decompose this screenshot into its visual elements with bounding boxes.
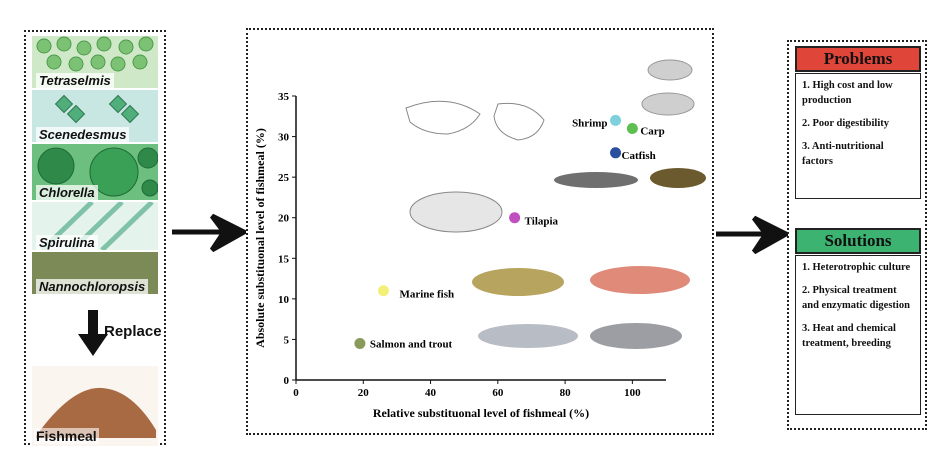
y-tick-label: 25 [278, 172, 290, 184]
replace-label: Replace [104, 323, 162, 340]
y-tick-label: 10 [278, 294, 290, 306]
chlorella-cells [37, 147, 158, 197]
problem-item: 1. High cost and low production [802, 80, 893, 106]
tetraselmis-cells [36, 36, 154, 72]
nannochloropsis-image: Nannochloropsis [32, 252, 158, 294]
x-axis-label: Relative substituonal level of fishmeal … [373, 406, 589, 420]
tetraselmis-image: Tetraselmis [32, 36, 158, 88]
tilapia-illustration [409, 191, 503, 233]
data-point-carp [626, 122, 638, 134]
down-arrow-icon [78, 310, 108, 356]
data-label-tilapia: Tilapia [525, 216, 559, 228]
data-label-shrimp: Shrimp [572, 117, 607, 129]
right-arrow-icon [716, 215, 788, 255]
right-arrow-icon [172, 213, 246, 253]
chart-panel: 0 20 40 60 80 100 0 5 10 15 20 25 30 35 Relative subst… [246, 28, 714, 435]
data-label-carp: Carp [640, 125, 664, 137]
microalgae-panel: Tetraselmis Scenedesmus Chlorella Spiru [24, 30, 166, 446]
x-tick-label: 0 [293, 387, 299, 399]
problems-list: 1. High cost and low production 2. Poor … [795, 73, 921, 199]
y-tick-label: 5 [284, 334, 290, 346]
problem-item: 3. Anti-nutritional factors [802, 141, 884, 167]
scatter-chart: 0 20 40 60 80 100 0 5 10 15 20 25 30 35 Relative subst… [253, 59, 706, 420]
alga-label-nannochloropsis: Nannochloropsis [36, 279, 149, 294]
scenedesmus-image: Scenedesmus [32, 90, 158, 142]
y-axis-label: Absolute substituonal level of fishmeal … [253, 128, 267, 348]
x-tick-label: 100 [624, 387, 641, 399]
fishmeal-pile [36, 387, 156, 438]
x-tick-label: 40 [425, 387, 437, 399]
alga-label-tetraselmis: Tetraselmis [36, 73, 114, 88]
x-tick-label: 60 [492, 387, 504, 399]
salmon-trout-illustrations [478, 323, 682, 349]
chlorella-image: Chlorella [32, 144, 158, 200]
shrimp-illustration [405, 100, 545, 141]
problems-heading: Problems [795, 46, 921, 72]
solution-item: 3. Heat and chemical treatment, breeding [802, 323, 896, 349]
alga-label-chlorella: Chlorella [36, 185, 98, 200]
data-point-catfish [610, 147, 622, 159]
alga-label-spirulina: Spirulina [36, 235, 98, 250]
data-point-salmon-and-trout [354, 337, 366, 349]
y-tick-label: 20 [278, 213, 290, 225]
x-tick-label: 20 [358, 387, 370, 399]
problems-solutions-panel: Problems 1. High cost and low production… [787, 40, 927, 430]
data-point-marine-fish [377, 285, 389, 297]
carp-illustrations [641, 59, 695, 116]
marine-fish-illustrations [472, 266, 690, 296]
data-label-marine-fish: Marine fish [399, 289, 454, 301]
y-tick-label: 0 [284, 375, 290, 387]
data-label-catfish: Catfish [622, 150, 656, 162]
solution-item: 1. Heterotrophic culture [802, 262, 911, 273]
solution-item: 2. Physical treatment and enzymatic dige… [802, 285, 910, 311]
data-point-shrimp [610, 114, 622, 126]
y-tick-label: 30 [278, 132, 290, 144]
spirulina-image: Spirulina [32, 202, 158, 250]
x-tick-label: 80 [560, 387, 572, 399]
y-tick-label: 15 [278, 253, 290, 265]
scenedesmus-cells [54, 94, 140, 124]
y-tick-label: 35 [278, 91, 290, 103]
solutions-list: 1. Heterotrophic culture 2. Physical tre… [795, 255, 921, 415]
catfish-illustrations [554, 168, 706, 188]
alga-label-scenedesmus: Scenedesmus [36, 127, 130, 142]
solutions-heading: Solutions [795, 228, 921, 254]
problem-item: 2. Poor digestibility [802, 118, 890, 129]
fishmeal-image [32, 366, 158, 446]
data-label-salmon-and-trout: Salmon and trout [370, 338, 453, 350]
data-point-tilapia [509, 212, 521, 224]
fishmeal-label: Fishmeal [34, 428, 99, 444]
